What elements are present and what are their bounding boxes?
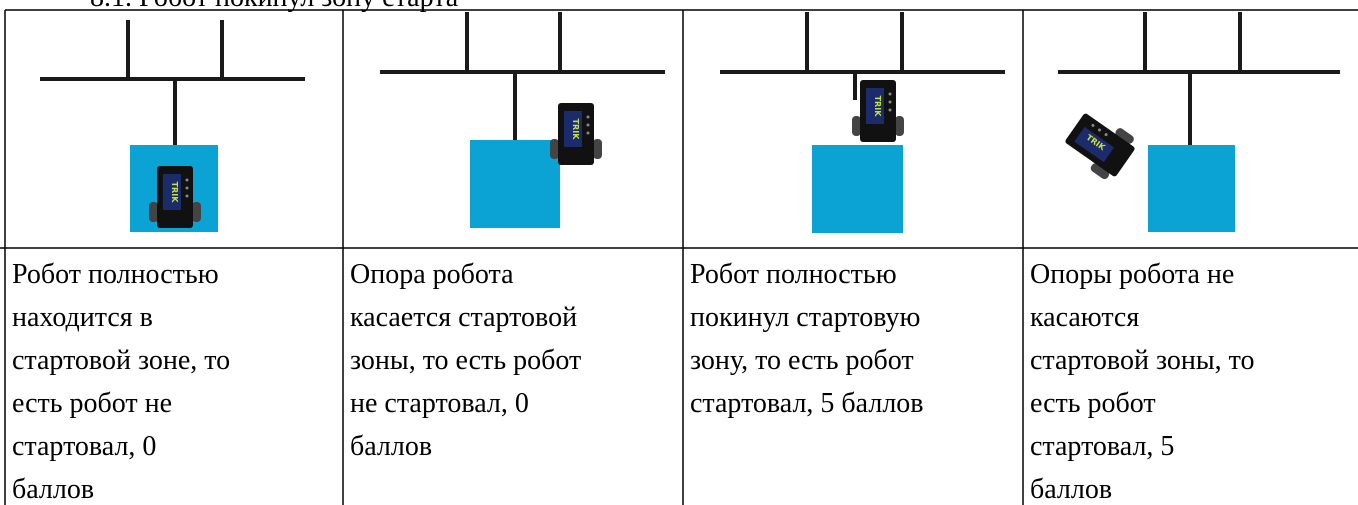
- illustration: [720, 12, 1005, 233]
- table-grid: [0, 9, 1358, 505]
- cell-text: касаются: [1030, 302, 1139, 333]
- cell-text: стартовой зоне, то: [12, 345, 230, 376]
- illustration: [40, 20, 305, 232]
- cell-text: зону, то есть робот: [690, 345, 914, 376]
- heading: 8.1. Робот покинул зону старта: [90, 0, 459, 13]
- cell-text: стартовой зоны, то: [1030, 345, 1255, 376]
- cell-text: баллов: [1030, 474, 1112, 505]
- cell-text: есть робот: [1030, 388, 1156, 419]
- cell-text: касается стартовой: [350, 302, 577, 333]
- cell-text: Робот полностью: [12, 259, 219, 290]
- cell-text: покинул стартовую: [690, 302, 920, 333]
- cell-text: стартовал, 0: [12, 431, 156, 462]
- illustration: [1058, 12, 1340, 232]
- cell-text: баллов: [12, 474, 94, 505]
- cell-text: баллов: [350, 431, 432, 462]
- table-text: Робот полностью находится в стартовой зоне…: [12, 259, 1255, 505]
- cell-text: Робот полностью: [690, 259, 897, 290]
- cell-text: стартовал, 5 баллов: [690, 388, 924, 419]
- cell-text: зоны, то есть робот: [350, 345, 581, 376]
- cell-text: Опоры робота не: [1030, 259, 1234, 290]
- cell-text: есть робот не: [12, 388, 172, 419]
- illustration: [380, 12, 665, 228]
- cell-text: Опора робота: [350, 259, 514, 290]
- cell-text: не стартовал, 0: [350, 388, 529, 419]
- cell-text: находится в: [12, 302, 153, 333]
- cell-text: стартовал, 5: [1030, 431, 1174, 462]
